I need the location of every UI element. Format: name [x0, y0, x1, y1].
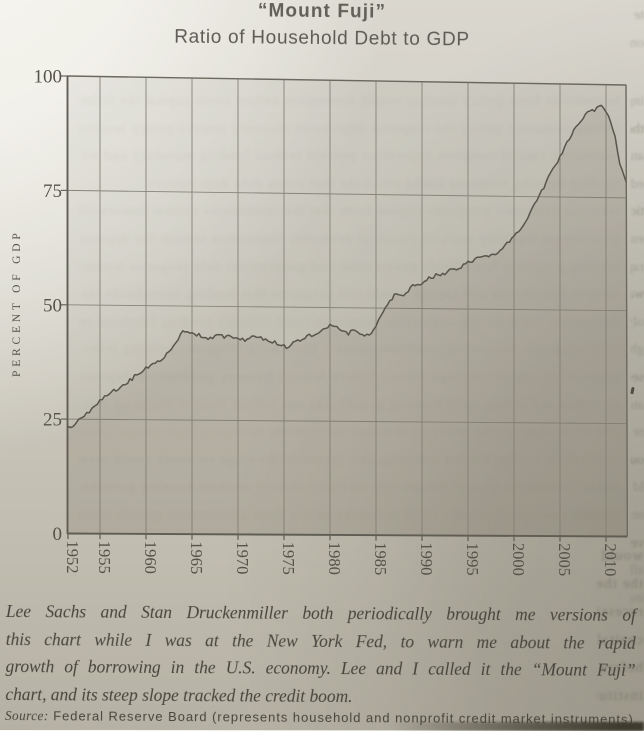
svg-text:1995: 1995 [463, 543, 482, 576]
svg-text:1965: 1965 [187, 541, 206, 574]
svg-text:2005: 2005 [555, 543, 574, 576]
svg-text:1975: 1975 [279, 542, 298, 575]
svg-text:25: 25 [43, 410, 62, 431]
svg-text:1952: 1952 [63, 541, 82, 574]
svg-text:0: 0 [53, 524, 63, 545]
svg-text:2000: 2000 [509, 543, 528, 576]
svg-text:1955: 1955 [95, 541, 114, 574]
svg-text:1985: 1985 [371, 542, 390, 575]
svg-text:2010: 2010 [601, 543, 620, 576]
svg-text:1990: 1990 [417, 542, 436, 575]
svg-text:100: 100 [34, 67, 63, 88]
svg-text:75: 75 [43, 181, 62, 202]
svg-text:50: 50 [43, 295, 62, 316]
svg-text:1960: 1960 [141, 541, 160, 574]
svg-text:1980: 1980 [325, 542, 344, 575]
svg-text:PERCENT OF GDP: PERCENT OF GDP [11, 229, 23, 377]
svg-text:1970: 1970 [233, 541, 252, 574]
